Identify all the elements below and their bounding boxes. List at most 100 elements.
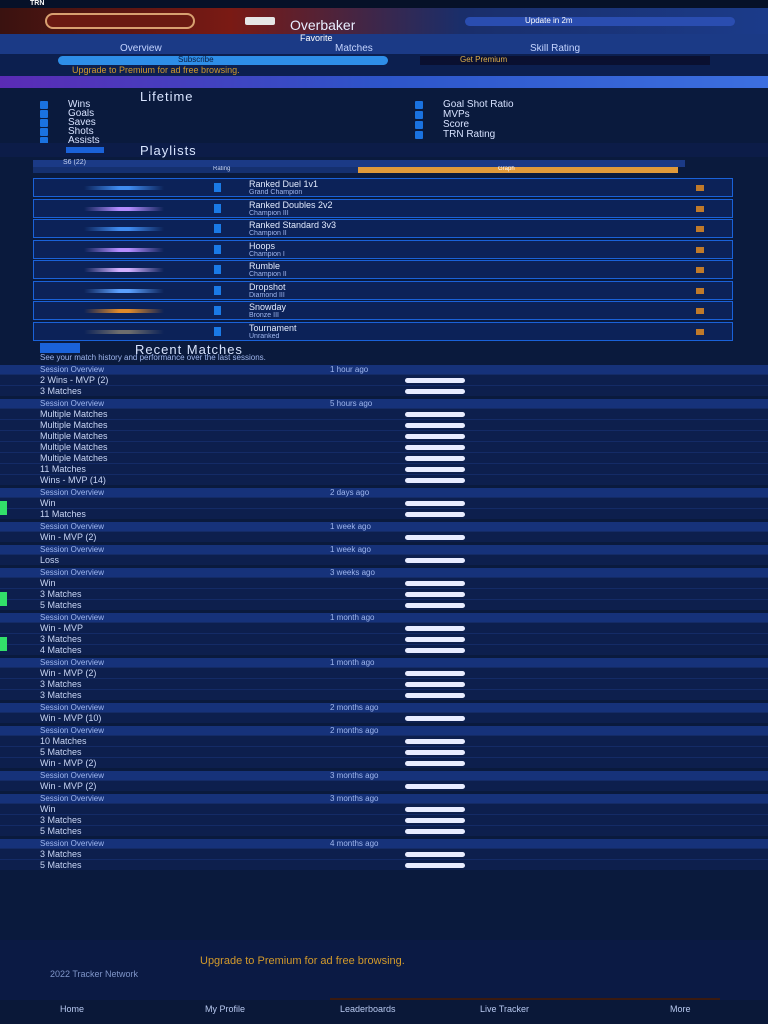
session-header[interactable]: Session Overview 2 days ago <box>0 488 768 497</box>
session-age: 2 months ago <box>330 703 379 712</box>
match-row[interactable]: Multiple Matches <box>0 441 768 452</box>
playlist-row[interactable]: Dropshot Diamond III <box>33 280 733 300</box>
rank-icon <box>74 247 174 252</box>
bottom-nav-live-tracker[interactable]: Live Tracker <box>480 1004 530 1014</box>
update-button[interactable]: Update in 2m <box>465 17 735 26</box>
subscribe-button[interactable]: Subscribe <box>58 56 388 65</box>
match-row[interactable]: 3 Matches <box>0 385 768 396</box>
tab-skill-rating[interactable]: Skill Rating <box>530 44 581 54</box>
session-title: Session Overview <box>40 365 105 374</box>
session-age: 1 week ago <box>330 545 371 554</box>
match-row[interactable]: Win - MVP (2) <box>0 757 768 768</box>
session-header[interactable]: Session Overview 1 month ago <box>0 613 768 622</box>
match-row[interactable]: Wins - MVP (14) <box>0 474 768 485</box>
footer-upgrade-link[interactable]: Upgrade to Premium for ad free browsing. <box>200 956 405 967</box>
match-result: 3 Matches <box>40 589 82 599</box>
playlist-row[interactable]: Ranked Doubles 2v2 Champion III <box>33 198 733 218</box>
session-header[interactable]: Session Overview 1 week ago <box>0 545 768 554</box>
session-header[interactable]: Session Overview 1 month ago <box>0 658 768 667</box>
match-row[interactable]: 4 Matches <box>0 644 768 655</box>
match-row[interactable]: 11 Matches <box>0 508 768 519</box>
toggle-graph[interactable]: Graph <box>358 166 678 173</box>
platform-icon <box>245 17 275 25</box>
session-header[interactable]: Session Overview 1 hour ago <box>0 365 768 374</box>
playlist-row[interactable]: Snowday Bronze III <box>33 301 733 320</box>
match-row[interactable]: 5 Matches <box>0 599 768 610</box>
match-row[interactable]: 5 Matches <box>0 859 768 870</box>
match-row[interactable]: Win <box>0 577 768 588</box>
match-row[interactable]: 3 Matches <box>0 588 768 599</box>
match-row[interactable]: Win <box>0 497 768 508</box>
rank-icon <box>405 592 465 597</box>
rating-change-icon <box>696 267 704 273</box>
match-row[interactable]: 3 Matches <box>0 633 768 644</box>
tab-overview[interactable]: Overview <box>120 44 162 54</box>
match-row[interactable]: 10 Matches <box>0 735 768 746</box>
rating-change-icon <box>696 185 704 191</box>
match-row[interactable]: Multiple Matches <box>0 419 768 430</box>
profile-hero: Overbaker Update in 2m <box>0 8 768 34</box>
match-row[interactable]: Multiple Matches <box>0 408 768 419</box>
session-title: Session Overview <box>40 568 105 577</box>
session-header[interactable]: Session Overview 3 weeks ago <box>0 568 768 577</box>
match-row[interactable]: Win - MVP (2) <box>0 667 768 678</box>
premium-button[interactable]: Get Premium <box>420 56 710 65</box>
toggle-rating[interactable]: Rating <box>33 166 358 173</box>
playlist-name: Rumble <box>249 262 281 271</box>
rating-change-icon <box>696 287 704 294</box>
match-row[interactable]: 5 Matches <box>0 746 768 757</box>
match-row[interactable]: 3 Matches <box>0 848 768 859</box>
playlist-row[interactable]: Tournament Unranked <box>33 321 733 341</box>
session-header[interactable]: Session Overview 3 months ago <box>0 771 768 780</box>
rank-icon <box>405 739 465 744</box>
playlist-row[interactable]: Ranked Standard 3v3 Champion II <box>33 219 733 238</box>
match-row[interactable]: Win - MVP <box>0 622 768 633</box>
session-header[interactable]: Session Overview 2 months ago <box>0 703 768 712</box>
match-row[interactable]: Multiple Matches <box>0 452 768 463</box>
session-header[interactable]: Session Overview 2 months ago <box>0 726 768 735</box>
match-row[interactable]: 3 Matches <box>0 678 768 689</box>
bottom-nav-home[interactable]: Home <box>60 1004 85 1014</box>
match-row[interactable]: Win - MVP (10) <box>0 712 768 723</box>
bottom-nav-more[interactable]: More <box>670 1004 691 1014</box>
match-row[interactable]: 3 Matches <box>0 814 768 825</box>
match-row[interactable]: Loss <box>0 554 768 565</box>
match-row[interactable]: Multiple Matches <box>0 430 768 441</box>
match-result: 11 Matches <box>40 464 86 474</box>
session-title: Session Overview <box>40 613 105 622</box>
favorite-button[interactable]: Favorite <box>300 34 333 43</box>
match-row[interactable]: 3 Matches <box>0 689 768 700</box>
rank-icon <box>405 648 465 653</box>
match-row[interactable]: Win <box>0 803 768 814</box>
bottom-nav-my-profile[interactable]: My Profile <box>205 1004 246 1014</box>
stat-icon <box>415 111 423 119</box>
playlist-icon <box>214 183 221 192</box>
match-row[interactable]: 11 Matches <box>0 463 768 474</box>
match-result: Win <box>40 498 56 508</box>
match-row[interactable]: Win - MVP (2) <box>0 531 768 542</box>
stat-icon <box>415 121 423 129</box>
match-row[interactable]: 2 Wins - MVP (2) <box>0 374 768 385</box>
match-result: 3 Matches <box>40 679 82 689</box>
recent-matches-intro: See your match history and performance o… <box>40 354 266 362</box>
bottom-nav-leaderboards[interactable]: Leaderboards <box>340 1004 396 1014</box>
stat-icon <box>40 128 48 136</box>
playlist-name: Ranked Duel 1v1 <box>249 180 319 189</box>
match-result: Multiple Matches <box>40 442 108 452</box>
site-logo[interactable]: TRN <box>30 0 45 7</box>
stat-icon <box>40 137 48 145</box>
session-header[interactable]: Session Overview 5 hours ago <box>0 399 768 408</box>
playlist-row[interactable]: Hoops Champion I <box>33 239 733 259</box>
session-title: Session Overview <box>40 522 105 531</box>
tab-matches[interactable]: Matches <box>335 44 373 54</box>
session-header[interactable]: Session Overview 4 months ago <box>0 839 768 848</box>
match-row[interactable]: 5 Matches <box>0 825 768 836</box>
session-header[interactable]: Session Overview 1 week ago <box>0 522 768 531</box>
match-row[interactable]: Win - MVP (2) <box>0 780 768 791</box>
win-streak-marker <box>0 592 7 606</box>
season-select[interactable]: S6 (22) <box>33 159 685 167</box>
playlist-row[interactable]: Ranked Duel 1v1 Grand Champion <box>33 178 733 197</box>
match-result: 10 Matches <box>40 736 87 746</box>
playlist-row[interactable]: Rumble Champion II <box>33 260 733 279</box>
session-header[interactable]: Session Overview 3 months ago <box>0 794 768 803</box>
